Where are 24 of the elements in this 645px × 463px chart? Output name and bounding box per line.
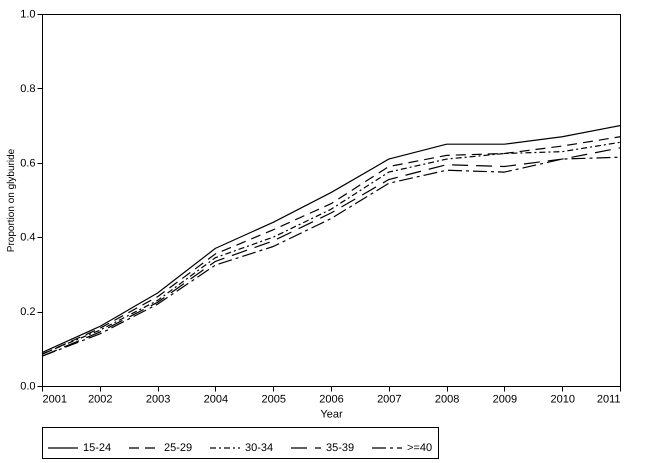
y-tick-label: 0.4	[20, 232, 36, 244]
y-tick-label: 0.6	[20, 157, 36, 170]
x-tick-label: 2006	[319, 394, 344, 406]
y-tick-label: 0.8	[20, 82, 36, 95]
legend-label: 35-39	[326, 442, 354, 454]
x-tick-label: 2002	[88, 394, 113, 406]
legend-label: 30-34	[245, 442, 274, 454]
x-tick-label: 2011	[596, 394, 620, 406]
y-tick-label: 0.2	[20, 306, 36, 318]
x-axis-title: Year	[320, 408, 343, 420]
legend-label: >=40	[407, 442, 432, 454]
x-tick-label: 2001	[42, 394, 67, 406]
legend-label: 25-29	[164, 442, 192, 454]
legend-label: 15-24	[83, 442, 112, 454]
x-tick-label: 2010	[550, 394, 575, 406]
x-tick-label: 2005	[261, 394, 286, 406]
y-tick-label: 0.0	[20, 380, 36, 392]
x-tick-label: 2008	[434, 394, 460, 406]
y-axis-title: Proportion on glyburide	[6, 148, 18, 252]
y-tick-label: 1.0	[20, 8, 36, 20]
x-tick-label: 2003	[146, 394, 170, 406]
x-tick-label: 2007	[377, 394, 402, 406]
x-tick-label: 2009	[492, 394, 518, 406]
x-tick-label: 2004	[204, 394, 228, 406]
